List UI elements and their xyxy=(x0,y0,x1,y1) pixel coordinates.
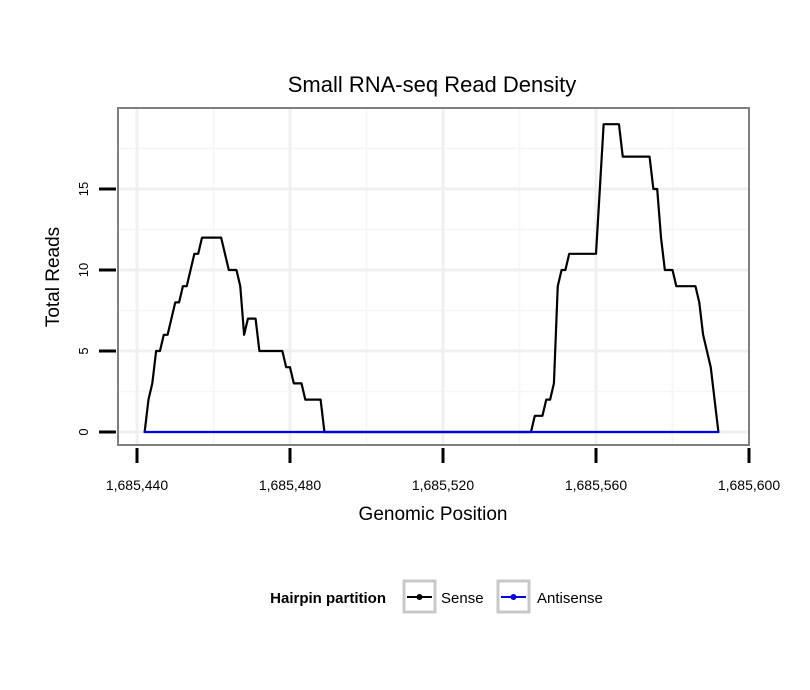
series-layer xyxy=(143,123,720,434)
x-axis-label: Genomic Position xyxy=(359,504,508,525)
chart-title: Small RNA-seq Read Density xyxy=(288,72,577,97)
x-tick-label: 1,685,480 xyxy=(259,477,321,493)
y-tick-label: 5 xyxy=(76,347,91,354)
plot-border xyxy=(117,107,750,446)
legend-label-sense: Sense xyxy=(441,590,484,607)
legend-label-antisense: Antisense xyxy=(537,590,603,607)
y-tick-label: 10 xyxy=(76,263,91,277)
plot-panel xyxy=(117,107,750,446)
legend-key-antisense-point xyxy=(510,594,517,600)
legend-item-sense: Sense xyxy=(402,579,484,614)
y-axis-label: Total Reads xyxy=(43,227,64,327)
y-tick-label: 15 xyxy=(76,182,91,196)
legend-key-sense-point xyxy=(416,594,423,600)
x-tick-label: 1,685,560 xyxy=(565,477,627,493)
x-axis: 1,685,440 1,685,480 1,685,520 1,685,560 1,68… xyxy=(106,448,780,493)
legend-item-antisense: Antisense xyxy=(496,579,603,614)
grid-minor xyxy=(118,108,749,445)
legend: Hairpin partition Sense Antisense xyxy=(270,579,603,614)
y-tick-label: 0 xyxy=(76,428,91,435)
y-axis: 0 5 10 15 xyxy=(76,182,116,436)
plot-background xyxy=(118,108,749,445)
x-tick-label: 1,685,520 xyxy=(412,477,474,493)
legend-title: Hairpin partition xyxy=(270,590,386,607)
x-tick-label: 1,685,440 xyxy=(106,477,168,493)
x-tick-label: 1,685,600 xyxy=(718,477,780,493)
